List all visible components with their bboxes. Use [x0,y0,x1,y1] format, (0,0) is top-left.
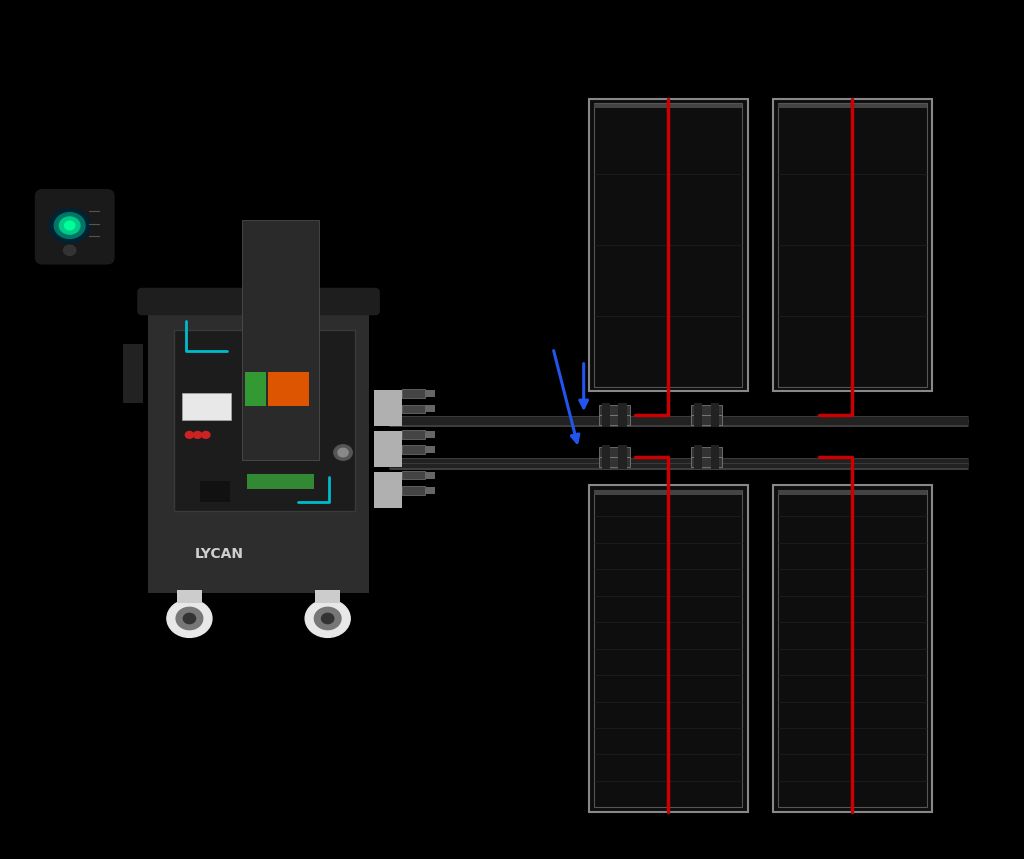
Bar [402,446,425,454]
FancyBboxPatch shape [35,189,115,265]
Bar [599,447,630,457]
Circle shape [314,607,341,630]
Bar [148,301,369,593]
Bar [425,447,435,454]
Bar [773,485,932,812]
Bar [694,403,702,417]
Bar [778,490,927,807]
Bar [599,405,630,415]
Bar [200,481,230,503]
Bar [618,455,627,469]
Bar [602,445,610,459]
Bar [778,104,927,108]
Bar [691,415,722,425]
Bar [243,220,319,460]
Bar [425,390,435,397]
Bar [594,490,742,495]
Bar [618,413,627,427]
Bar [142,289,375,314]
Bar [773,99,932,391]
Circle shape [322,613,334,624]
Bar [618,403,627,417]
Bar [711,413,719,427]
Circle shape [176,607,203,630]
Circle shape [334,445,352,460]
FancyBboxPatch shape [137,288,380,315]
Bar [248,474,314,490]
Bar [694,413,702,427]
Circle shape [63,245,76,255]
Bar [374,390,402,426]
Bar [711,403,719,417]
Bar [268,372,309,406]
Bar [602,403,610,417]
Bar [711,455,719,469]
Bar [691,447,722,457]
Circle shape [167,600,212,637]
Bar [123,344,143,403]
Text: LYCAN: LYCAN [195,546,244,561]
Bar [778,490,927,495]
Bar [599,415,630,425]
Bar [599,457,630,467]
Bar [589,99,748,391]
Bar [174,330,354,511]
Bar [618,445,627,459]
Bar [694,445,702,459]
Bar [594,103,742,387]
Bar [425,472,435,478]
Bar [425,405,435,412]
Circle shape [54,213,85,239]
Circle shape [338,448,348,457]
Bar [177,590,202,603]
Circle shape [59,217,80,235]
Bar [594,490,742,807]
Bar [402,430,425,439]
Bar [691,405,722,415]
Bar [425,431,435,438]
Bar [594,104,742,108]
Bar [315,590,340,603]
Bar [402,405,425,413]
Bar [778,103,927,387]
Bar [246,372,266,406]
Bar [589,485,748,812]
Bar [711,445,719,459]
Circle shape [49,209,90,243]
Circle shape [305,600,350,637]
Circle shape [185,431,194,438]
Bar [402,486,425,495]
Bar [374,431,402,467]
Bar [602,413,610,427]
Circle shape [65,222,75,230]
Circle shape [183,613,196,624]
Bar [374,472,402,508]
Bar [602,455,610,469]
Bar [425,487,435,494]
Bar [182,393,231,420]
Circle shape [194,431,202,438]
Bar [691,457,722,467]
Bar [402,389,425,398]
Circle shape [202,431,210,438]
Bar [694,455,702,469]
Bar [402,471,425,479]
